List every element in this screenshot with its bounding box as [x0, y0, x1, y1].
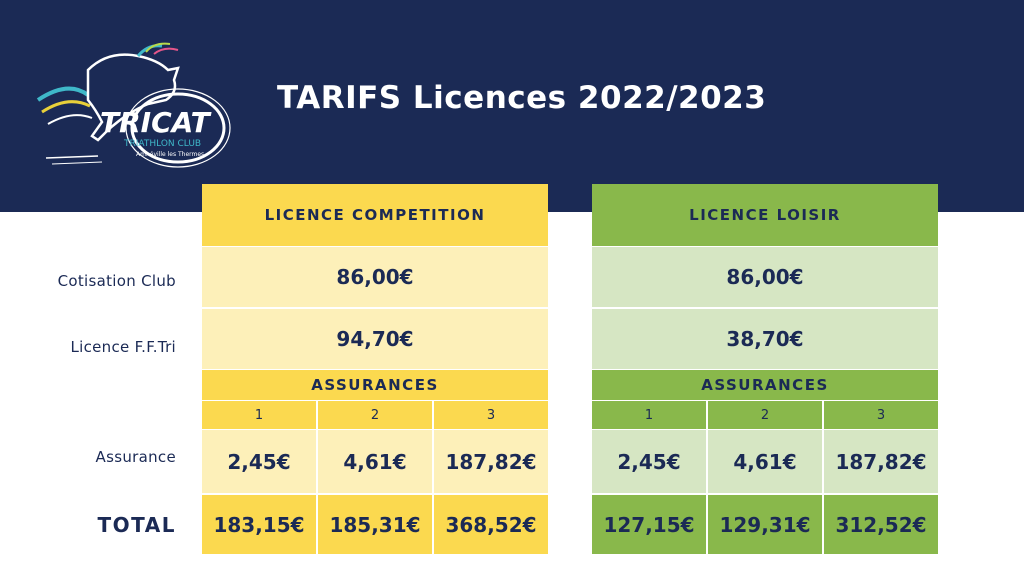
- competition-total-2: 185,31€: [318, 495, 432, 554]
- competition-option-1: 1: [202, 401, 316, 429]
- loisir-cotisation: 86,00€: [592, 247, 938, 307]
- loisir-assurance-3: 187,82€: [824, 430, 938, 493]
- svg-text:TRIATHLON CLUB: TRIATHLON CLUB: [123, 139, 201, 149]
- loisir-assurance-1: 2,45€: [592, 430, 706, 493]
- row-label-assurance: Assurance: [95, 448, 176, 466]
- row-label-total: TOTAL: [97, 513, 176, 537]
- svg-text:TRICAT: TRICAT: [100, 106, 212, 139]
- competition-total-3: 368,52€: [434, 495, 548, 554]
- loisir-option-2: 2: [708, 401, 822, 429]
- loisir-assurances-title: ASSURANCES: [592, 370, 938, 400]
- row-label-cotisation: Cotisation Club: [57, 272, 176, 290]
- loisir-total-3: 312,52€: [824, 495, 938, 554]
- competition-total-1: 183,15€: [202, 495, 316, 554]
- loisir-total-2: 129,31€: [708, 495, 822, 554]
- competition-assurances-title: ASSURANCES: [202, 370, 548, 400]
- page-title: TARIFS Licences 2022/2023: [277, 80, 767, 116]
- tricat-logo: TRICAT TRIATHLON CLUB Amnéville les Ther…: [36, 42, 231, 168]
- svg-text:Amnéville les Thermes: Amnéville les Thermes: [136, 151, 204, 158]
- competition-licence: 94,70€: [202, 309, 548, 369]
- loisir-option-3: 3: [824, 401, 938, 429]
- loisir-total-1: 127,15€: [592, 495, 706, 554]
- competition-header: LICENCE COMPETITION: [202, 184, 548, 246]
- row-label-licence: Licence F.F.Tri: [70, 338, 176, 356]
- loisir-assurance-2: 4,61€: [708, 430, 822, 493]
- competition-assurance-3: 187,82€: [434, 430, 548, 493]
- competition-cotisation: 86,00€: [202, 247, 548, 307]
- competition-assurance-1: 2,45€: [202, 430, 316, 493]
- loisir-option-1: 1: [592, 401, 706, 429]
- competition-option-2: 2: [318, 401, 432, 429]
- loisir-header: LICENCE LOISIR: [592, 184, 938, 246]
- header-banner: TRICAT TRIATHLON CLUB Amnéville les Ther…: [0, 0, 1024, 212]
- loisir-licence: 38,70€: [592, 309, 938, 369]
- competition-option-3: 3: [434, 401, 548, 429]
- competition-assurance-2: 4,61€: [318, 430, 432, 493]
